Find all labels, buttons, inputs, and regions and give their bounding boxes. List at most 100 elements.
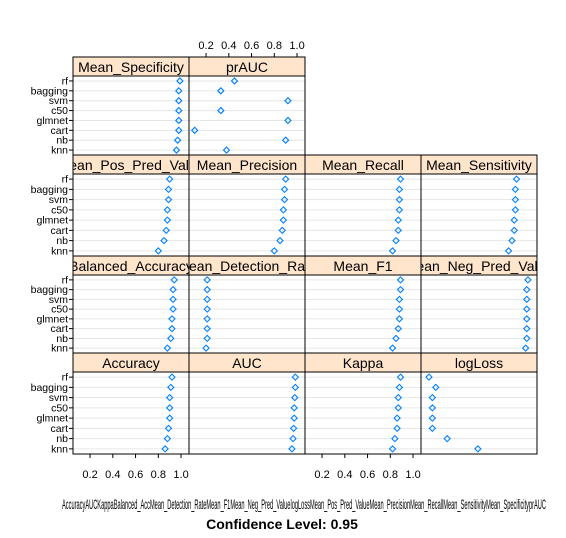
- x-tick-label: 0.8: [383, 469, 398, 481]
- category-label: svm: [49, 392, 69, 404]
- strip-label: Mean_Neg_Pred_Value: [405, 258, 554, 274]
- strip-label: Mean_Recall: [322, 157, 404, 173]
- data-point: [270, 247, 279, 255]
- data-point: [290, 414, 298, 422]
- category-label: glmnet: [36, 313, 68, 325]
- data-point: [203, 295, 211, 304]
- axis-ticks: 0.2 0.4 0.6 0.8 1.0 0.2 0.4 0.6 0.8 1.0 0.2 0.4 0.6 0…: [69, 40, 421, 481]
- data-point: [217, 87, 225, 95]
- data-point: [395, 295, 404, 304]
- data-point: [222, 146, 231, 154]
- x-tick-label: 0.2: [82, 469, 97, 481]
- x-tick-label: 1.0: [405, 469, 420, 481]
- data-point: [174, 106, 183, 115]
- data-point: [289, 434, 297, 443]
- category-label: knn: [51, 443, 68, 455]
- data-points: [154, 77, 532, 453]
- data-point: [393, 424, 401, 433]
- data-point: [164, 424, 173, 433]
- category-label: cart: [50, 225, 68, 237]
- category-label: glmnet: [36, 413, 68, 425]
- x-tick-label: 0.6: [360, 469, 375, 481]
- data-point: [276, 236, 284, 245]
- strip-label: AUC: [232, 355, 262, 371]
- data-point: [511, 185, 520, 194]
- data-point: [203, 285, 211, 294]
- data-point: [154, 247, 163, 255]
- panel-frame: [188, 56, 306, 156]
- data-point: [284, 116, 292, 125]
- category-label: knn: [51, 145, 68, 157]
- x-tick-label: 0.2: [198, 40, 213, 52]
- data-point: [230, 77, 239, 85]
- category-label: rf: [62, 372, 68, 384]
- data-point: [508, 236, 516, 245]
- strip-label: prAUC: [226, 59, 268, 75]
- strip-label: Kappa: [343, 355, 384, 371]
- data-point: [165, 404, 174, 412]
- data-point: [388, 445, 397, 453]
- data-point: [388, 344, 397, 352]
- data-point: [163, 434, 172, 443]
- category-label: c50: [51, 204, 68, 216]
- data-point: [510, 226, 519, 235]
- data-point: [395, 315, 404, 323]
- data-point: [396, 373, 405, 381]
- data-point: [168, 373, 176, 381]
- data-point: [521, 344, 530, 352]
- data-point: [160, 236, 168, 245]
- data-point: [169, 295, 177, 304]
- category-label: nb: [56, 135, 68, 147]
- data-point: [164, 185, 173, 194]
- data-point: [174, 87, 183, 95]
- data-point: [167, 383, 175, 392]
- data-point: [176, 77, 184, 85]
- data-point: [522, 334, 531, 343]
- data-point: [425, 373, 433, 381]
- x-axis-label: Confidence Level: 0.95: [206, 516, 358, 532]
- x-tick-label: 0.8: [151, 469, 166, 481]
- data-point: [165, 414, 174, 422]
- category-label: nb: [56, 235, 68, 247]
- data-point: [291, 383, 300, 392]
- strip-label: Mean_Pos_Pred_Value: [58, 157, 205, 173]
- category-label: nb: [56, 433, 68, 445]
- data-point: [428, 414, 437, 422]
- data-point: [396, 175, 405, 183]
- data-point: [504, 247, 513, 255]
- data-point: [281, 175, 290, 183]
- data-point: [173, 136, 182, 144]
- data-point: [169, 285, 177, 294]
- category-label: svm: [49, 294, 69, 306]
- data-point: [174, 96, 183, 105]
- data-point: [280, 185, 289, 194]
- x-tick-label: 0.4: [337, 469, 352, 481]
- x-tick-label: 1.0: [173, 469, 188, 481]
- data-point: [278, 226, 287, 235]
- data-point: [392, 334, 400, 343]
- data-point: [217, 106, 225, 115]
- x-tick-label: 0.6: [128, 469, 143, 481]
- data-point: [522, 295, 531, 304]
- data-point: [394, 404, 403, 412]
- category-label: bagging: [31, 284, 69, 296]
- data-point: [203, 324, 211, 333]
- data-point: [284, 96, 292, 105]
- data-point: [522, 285, 531, 294]
- data-point: [395, 195, 404, 204]
- strip-label: Mean_Specificity: [78, 59, 184, 75]
- data-point: [163, 206, 172, 214]
- data-point: [290, 393, 299, 402]
- category-label: nb: [56, 333, 68, 345]
- data-point: [190, 126, 199, 135]
- x-tick-label: 0.4: [105, 469, 120, 481]
- data-point: [396, 276, 405, 284]
- x-tick-label: 0.2: [314, 469, 329, 481]
- overlapping-metric-labels: AccuracyAUCKappaBalanced_AccMean_Detecti…: [62, 496, 546, 512]
- category-label: c50: [51, 304, 68, 316]
- data-point: [428, 393, 437, 402]
- data-point: [203, 305, 211, 313]
- data-point: [511, 206, 520, 214]
- strip-label: Mean_F1: [333, 258, 392, 274]
- data-point: [169, 305, 177, 313]
